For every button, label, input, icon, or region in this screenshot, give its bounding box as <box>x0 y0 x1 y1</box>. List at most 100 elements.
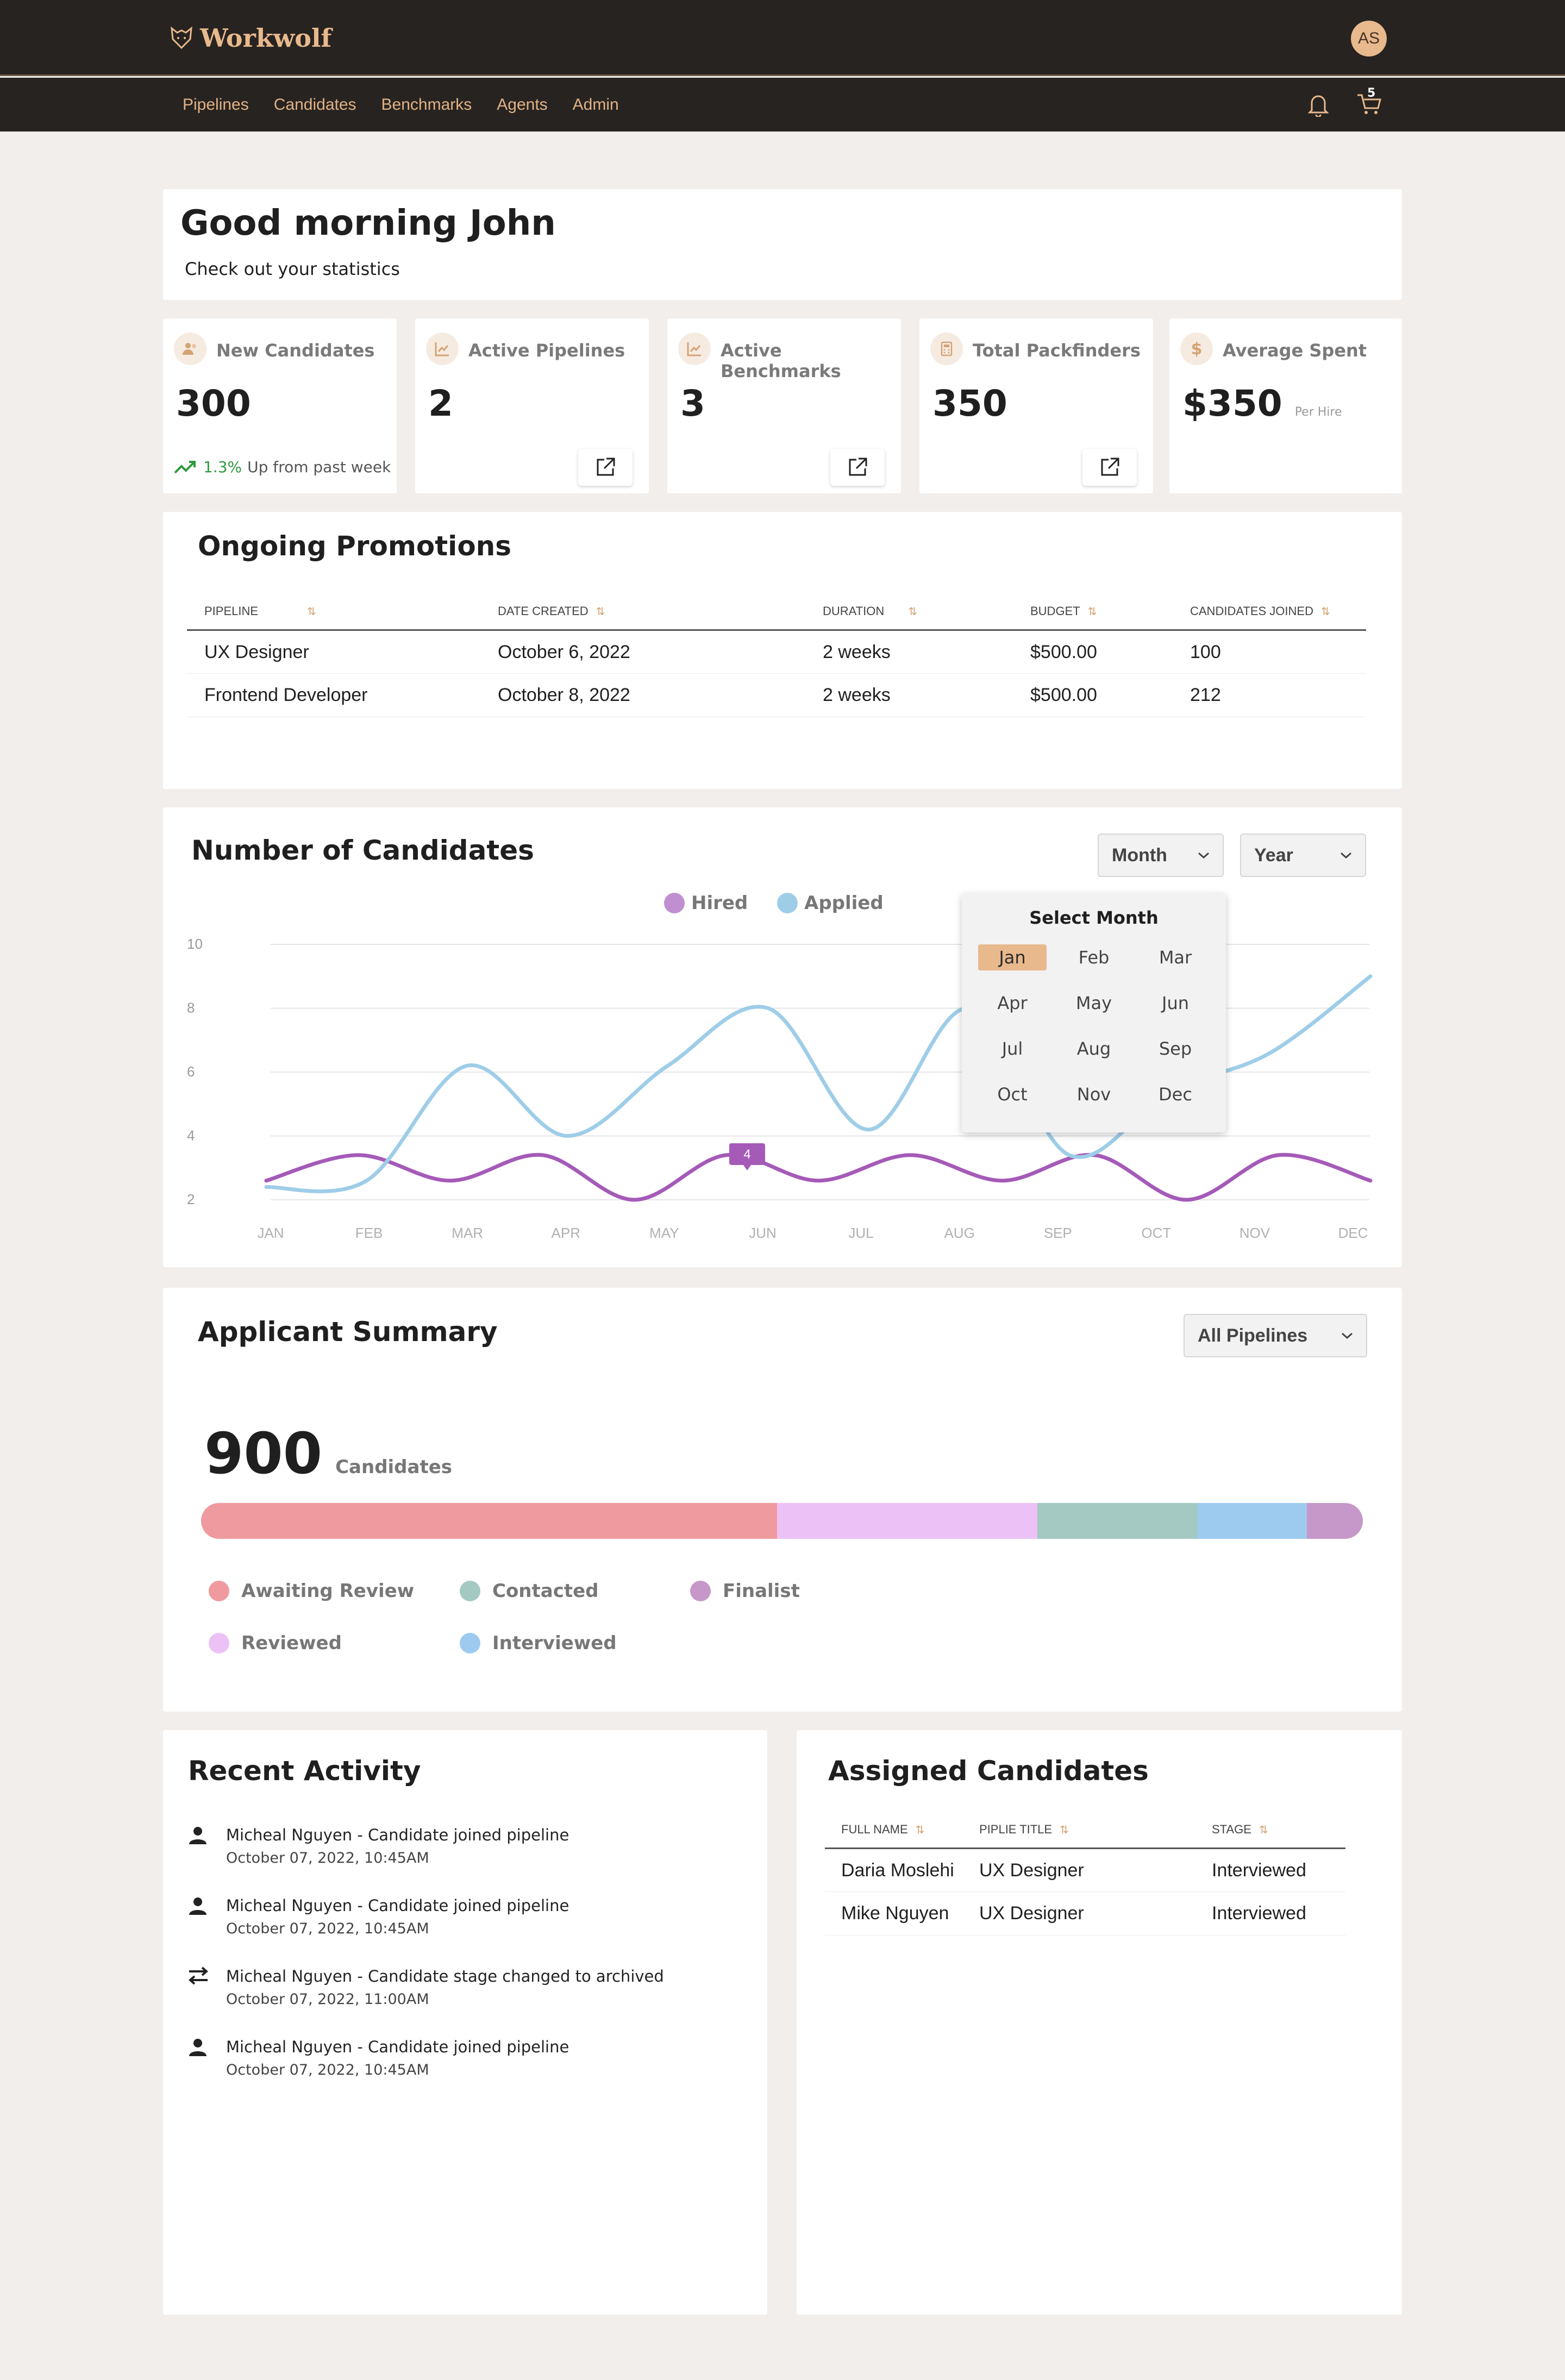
stat-value-number: $350 <box>1182 383 1282 424</box>
month-option-jan[interactable]: Jan <box>978 944 1047 970</box>
cell-full-name: Mike Nguyen <box>825 1892 979 1936</box>
popover-title: Select Month <box>1029 907 1159 928</box>
pipeline-filter-dropdown[interactable]: All Pipelines <box>1184 1314 1367 1357</box>
nav-icons: 5 <box>1307 78 1382 131</box>
nav-agents[interactable]: Agents <box>497 95 548 114</box>
nav-admin[interactable]: Admin <box>572 95 619 114</box>
swap-icon <box>187 1966 210 1991</box>
table-row[interactable]: UX Designer October 6, 2022 2 weeks $500… <box>187 630 1366 674</box>
summary-total-label: Candidates <box>335 1456 453 1478</box>
month-option-jul[interactable]: Jul <box>1001 1038 1023 1059</box>
y-tick-label: 4 <box>187 1128 195 1144</box>
legend-swatch <box>209 1633 229 1654</box>
summary-total-value: 900 <box>204 1420 323 1487</box>
x-tick-label: AUG <box>944 1225 974 1241</box>
col-full-name[interactable]: FULL NAME ⇅ <box>825 1822 979 1849</box>
cell-duration: 2 weeks <box>823 673 1030 717</box>
legend-interviewed[interactable]: Interviewed <box>460 1632 617 1654</box>
x-tick-label: JUL <box>848 1225 873 1241</box>
col-budget[interactable]: BUDGET ⇅ <box>1030 604 1190 631</box>
month-option-mar[interactable]: Mar <box>1159 947 1192 968</box>
legend-swatch <box>777 893 798 913</box>
col-stage[interactable]: STAGE ⇅ <box>1212 1822 1345 1849</box>
trend-up-icon <box>174 460 196 473</box>
activity-text: Micheal Nguyen - Candidate joined pipeli… <box>226 1826 569 1844</box>
nav-benchmarks[interactable]: Benchmarks <box>381 95 472 114</box>
data-tooltip: 4 <box>729 1143 765 1170</box>
cell-duration: 2 weeks <box>823 630 1030 674</box>
stat-value: 3 <box>680 383 705 424</box>
month-option-aug[interactable]: Aug <box>1076 1038 1111 1059</box>
col-pipeline[interactable]: PIPELINE ⇅ <box>187 604 498 631</box>
open-link-button[interactable] <box>830 449 885 486</box>
x-tick-label: FEB <box>355 1225 383 1241</box>
stat-label: Average Spent <box>1223 340 1367 361</box>
month-grid: Jan Feb Mar Apr May Jun Jul Aug Sep Oct Nov Dec <box>972 944 1216 1107</box>
avatar[interactable]: AS <box>1351 21 1387 57</box>
trend-row: 1.3% Up from past week <box>174 458 391 476</box>
legend-hired[interactable]: Hired <box>664 892 748 914</box>
chart-title: Number of Candidates <box>191 835 534 866</box>
legend-label: Contacted <box>492 1580 599 1602</box>
brand-logo[interactable]: Workwolf <box>170 22 331 54</box>
month-option-sep[interactable]: Sep <box>1159 1038 1192 1059</box>
segment-interviewed[interactable] <box>1198 1503 1307 1539</box>
y-tick-label: 10 <box>187 936 203 952</box>
stat-value-unit: Per Hire <box>1294 405 1342 419</box>
series-line-hired[interactable] <box>264 1153 1373 1202</box>
activity-time: October 07, 2022, 11:00AM <box>226 1991 429 2008</box>
month-option-jun[interactable]: Jun <box>1162 993 1189 1013</box>
stat-label: Total Packfinders <box>973 340 1141 361</box>
month-option-apr[interactable]: Apr <box>997 993 1028 1013</box>
applicant-stacked-bar <box>201 1503 1363 1539</box>
legend-reviewed[interactable]: Reviewed <box>209 1632 342 1654</box>
calculator-icon <box>930 333 963 365</box>
open-link-button[interactable] <box>578 449 633 486</box>
open-link-button[interactable] <box>1082 449 1137 486</box>
month-option-oct[interactable]: Oct <box>997 1084 1028 1105</box>
legend-contacted[interactable]: Contacted <box>460 1580 599 1602</box>
legend-awaiting-review[interactable]: Awaiting Review <box>209 1580 414 1602</box>
col-pipeline-title[interactable]: PIPLIE TITLE ⇅ <box>979 1822 1212 1849</box>
legend-applied[interactable]: Applied <box>777 892 884 914</box>
bell-icon[interactable] <box>1307 93 1329 117</box>
activity-text: Micheal Nguyen - Candidate stage changed… <box>226 1967 664 1986</box>
y-tick-label: 8 <box>187 1000 195 1016</box>
segment-contacted[interactable] <box>1037 1503 1198 1539</box>
col-date-created[interactable]: DATE CREATED ⇅ <box>498 604 823 631</box>
person-icon <box>187 2037 209 2064</box>
stat-card-active-pipelines: Active Pipelines 2 <box>415 318 649 493</box>
nav-pipelines[interactable]: Pipelines <box>183 95 249 114</box>
stat-card-new-candidates: New Candidates 300 1.3% Up from past wee… <box>163 318 397 493</box>
month-option-feb[interactable]: Feb <box>1078 947 1110 968</box>
month-option-nov[interactable]: Nov <box>1076 1084 1111 1105</box>
table-row[interactable]: Daria Moslehi UX Designer Interviewed <box>825 1848 1345 1892</box>
segment-finalist[interactable] <box>1307 1503 1363 1539</box>
table-row[interactable]: Frontend Developer October 8, 2022 2 wee… <box>187 673 1366 717</box>
month-option-dec[interactable]: Dec <box>1159 1084 1192 1105</box>
cell-date: October 8, 2022 <box>498 673 823 717</box>
y-tick-label: 2 <box>187 1191 195 1207</box>
top-bar: Workwolf AS <box>0 0 1565 76</box>
segment-reviewed[interactable] <box>777 1503 1038 1539</box>
x-tick-label: NOV <box>1240 1225 1270 1241</box>
month-option-may[interactable]: May <box>1075 993 1112 1013</box>
promotions-card: Ongoing Promotions PIPELINE ⇅ DATE CREATE… <box>163 512 1402 789</box>
recent-activity-card: Recent Activity <box>163 1730 767 2315</box>
applicant-summary-card: Applicant Summary All Pipelines 900 Cand… <box>163 1288 1402 1712</box>
table-row[interactable]: Mike Nguyen UX Designer Interviewed <box>825 1892 1345 1936</box>
col-duration[interactable]: DURATION ⇅ <box>823 604 1030 631</box>
year-dropdown[interactable]: Year <box>1240 834 1366 877</box>
col-candidates-joined[interactable]: CANDIDATES JOINED ⇅ <box>1190 604 1366 631</box>
cart-button[interactable]: 5 <box>1356 86 1382 118</box>
segment-awaiting-review[interactable] <box>201 1503 778 1539</box>
welcome-card: Good morning John Check out your statist… <box>163 189 1402 300</box>
wolf-icon <box>171 26 192 49</box>
month-dropdown[interactable]: Month <box>1098 834 1224 877</box>
main-nav: Pipelines Candidates Benchmarks Agents A… <box>183 78 619 131</box>
legend-finalist[interactable]: Finalist <box>690 1580 800 1602</box>
assigned-candidates-card: Assigned Candidates FULL NAME ⇅ PIPLIE TI… <box>797 1730 1402 2315</box>
nav-candidates[interactable]: Candidates <box>273 95 356 114</box>
person-icon <box>187 1825 209 1852</box>
legend-label: Reviewed <box>241 1632 342 1654</box>
